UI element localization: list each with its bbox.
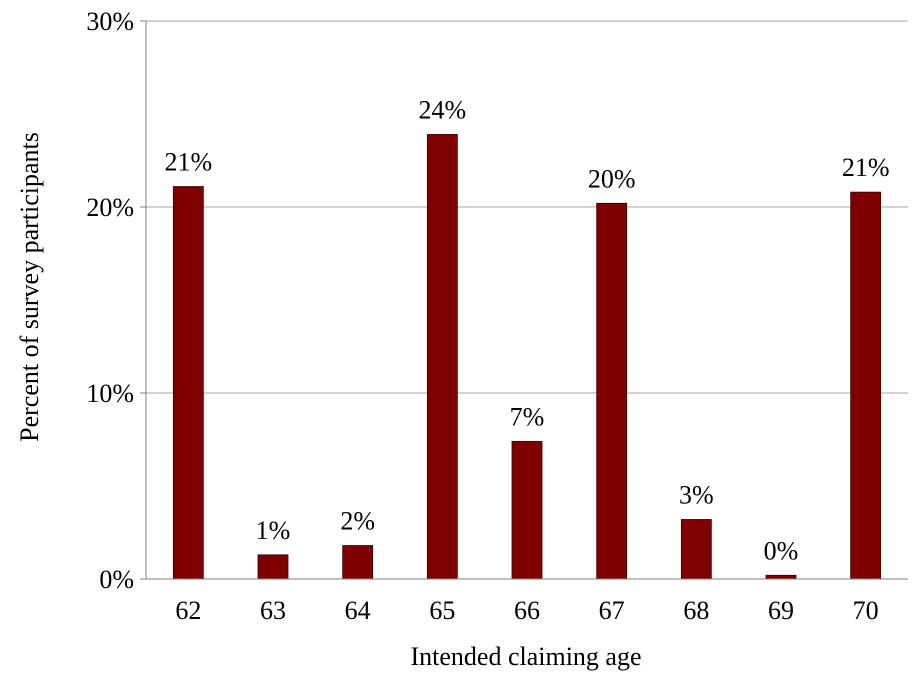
x-axis-title: Intended claiming age	[410, 642, 641, 671]
data-label: 3%	[679, 480, 714, 509]
x-tick-label: 70	[853, 596, 879, 625]
bar-65	[426, 134, 458, 580]
x-tick-labels: 62 63 64 65 66 67 68 69 70	[175, 596, 878, 625]
x-tick-label: 65	[429, 596, 455, 625]
data-label: 0%	[764, 536, 799, 565]
y-tick-labels: 0% 10% 20% 30%	[86, 7, 134, 594]
data-label: 21%	[164, 148, 212, 177]
data-label: 7%	[510, 402, 545, 431]
y-tick-label: 30%	[86, 7, 134, 36]
bar-68	[680, 519, 712, 580]
x-tick-label: 62	[175, 596, 201, 625]
y-tick-label: 20%	[86, 193, 134, 222]
bar-67	[596, 202, 628, 580]
bar-63	[257, 554, 289, 580]
axes	[140, 20, 908, 580]
x-tick-label: 67	[599, 596, 625, 625]
bar-69	[765, 574, 797, 580]
y-axis-title: Percent of survey participants	[15, 132, 44, 442]
data-label: 21%	[842, 153, 890, 182]
x-tick-label: 68	[683, 596, 709, 625]
y-tick-label: 0%	[99, 565, 134, 594]
bars	[172, 134, 882, 580]
x-tick-label: 69	[768, 596, 794, 625]
data-labels: 21% 1% 2% 24% 7% 20% 3% 0% 21%	[164, 95, 889, 565]
x-tick-label: 63	[260, 596, 286, 625]
data-label: 2%	[340, 507, 375, 536]
y-tick-label: 10%	[86, 379, 134, 408]
bar-62	[172, 186, 204, 580]
x-tick-label: 64	[345, 596, 371, 625]
data-label: 20%	[588, 164, 636, 193]
data-label: 1%	[256, 516, 291, 545]
data-label: 24%	[418, 95, 466, 124]
bar-64	[342, 545, 374, 580]
gridlines	[146, 20, 908, 394]
x-tick-label: 66	[514, 596, 540, 625]
bar-66	[511, 440, 543, 580]
bar-70	[850, 191, 882, 580]
